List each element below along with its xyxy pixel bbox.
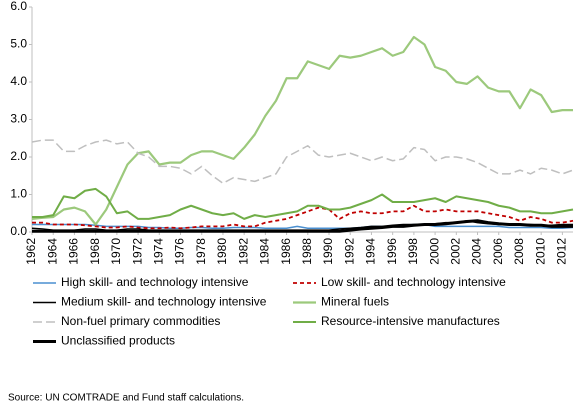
x-tick-label: 2006 [491,238,505,265]
x-tick-label: 1966 [67,238,81,265]
legend-label: Non-fuel primary commodities [61,314,220,328]
legend-label: Medium skill- and technology intensive [61,295,267,309]
series-line [32,187,574,220]
y-tick-label: 2.0 [10,149,27,163]
x-tick-label: 2004 [470,238,484,265]
legend-label: Mineral fuels [321,295,389,309]
x-tick-label: 2008 [512,238,526,265]
x-tick-label: 1990 [321,238,335,265]
source-note: Source: UN COMTRADE and Fund staff calcu… [8,393,244,404]
x-tick-label: 1964 [45,238,59,265]
legend-label: Low skill- and technology intensive [321,275,506,289]
x-tick-label: 2012 [555,238,569,265]
x-tick-label: 2002 [448,238,462,265]
x-tick-label: 1994 [364,238,378,265]
x-tick-label: 1982 [236,238,250,265]
series-line [31,35,573,226]
x-tick-label: 1978 [194,238,208,265]
x-tick-label: 1984 [258,238,272,265]
y-tick-label: 3.0 [10,112,27,126]
y-tick-label: 0.0 [10,224,27,238]
series-line [32,223,574,229]
y-tick-label: 4.0 [10,74,27,88]
x-tick-label: 1988 [300,238,314,265]
legend-label: Resource-intensive manufactures [321,314,500,328]
x-tick-label: 1980 [215,238,229,265]
series-line [31,139,574,184]
x-tick-label: 1976 [173,238,187,265]
x-tick-label: 1970 [109,238,123,265]
x-tick-label: 1992 [342,238,356,265]
x-tick-label: 2000 [427,238,441,265]
y-tick-label: 5.0 [10,37,27,51]
x-tick-label: 2010 [533,238,547,265]
x-tick-label: 1972 [130,238,144,265]
x-tick-label: 1986 [279,238,293,265]
series-line [32,204,574,230]
x-tick-label: 1996 [385,238,399,265]
x-tick-label: 1962 [24,238,38,265]
y-tick-label: 6.0 [10,0,27,13]
x-tick-label: 1968 [88,238,102,265]
legend-label: High skill- and technology intensive [61,275,249,289]
y-tick-label: 1.0 [10,187,27,201]
x-tick-label: 1974 [151,238,165,265]
x-tick-label: 1998 [406,238,420,265]
series-line [32,219,573,233]
legend-label: Unclassified products [61,334,175,348]
